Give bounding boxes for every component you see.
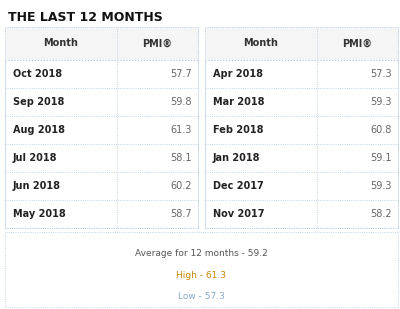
Text: 61.3: 61.3 [171, 125, 192, 135]
Text: 60.8: 60.8 [371, 125, 392, 135]
Text: 57.3: 57.3 [370, 69, 392, 79]
Text: 58.7: 58.7 [170, 209, 192, 219]
Bar [5, 232, 398, 307]
Text: Jul 2018: Jul 2018 [13, 153, 58, 163]
Text: 59.3: 59.3 [370, 97, 392, 107]
Text: 59.3: 59.3 [370, 181, 392, 191]
Text: 57.7: 57.7 [170, 69, 192, 79]
Bar [5, 27, 198, 60]
Text: Feb 2018: Feb 2018 [213, 125, 264, 135]
Text: High - 61.3: High - 61.3 [176, 271, 226, 280]
Text: Month: Month [44, 39, 78, 49]
Bar [205, 27, 398, 60]
Text: Oct 2018: Oct 2018 [13, 69, 62, 79]
Text: 59.1: 59.1 [370, 153, 392, 163]
Text: Dec 2017: Dec 2017 [213, 181, 264, 191]
Text: Jun 2018: Jun 2018 [13, 181, 61, 191]
Text: Average for 12 months - 59.2: Average for 12 months - 59.2 [135, 248, 268, 257]
Text: May 2018: May 2018 [13, 209, 66, 219]
Text: 60.2: 60.2 [170, 181, 192, 191]
Text: Nov 2017: Nov 2017 [213, 209, 264, 219]
Text: 58.1: 58.1 [170, 153, 192, 163]
Text: 58.2: 58.2 [370, 209, 392, 219]
Text: PMI®: PMI® [142, 39, 172, 49]
Text: PMI®: PMI® [342, 39, 372, 49]
Text: 59.8: 59.8 [170, 97, 192, 107]
Text: Sep 2018: Sep 2018 [13, 97, 64, 107]
Text: Low - 57.3: Low - 57.3 [178, 292, 225, 301]
Text: Jan 2018: Jan 2018 [213, 153, 260, 163]
Bar [5, 27, 198, 228]
Text: Month: Month [244, 39, 278, 49]
Text: THE LAST 12 MONTHS: THE LAST 12 MONTHS [8, 11, 163, 24]
Text: Apr 2018: Apr 2018 [213, 69, 263, 79]
Text: Aug 2018: Aug 2018 [13, 125, 65, 135]
Bar [205, 27, 398, 228]
Text: Mar 2018: Mar 2018 [213, 97, 264, 107]
